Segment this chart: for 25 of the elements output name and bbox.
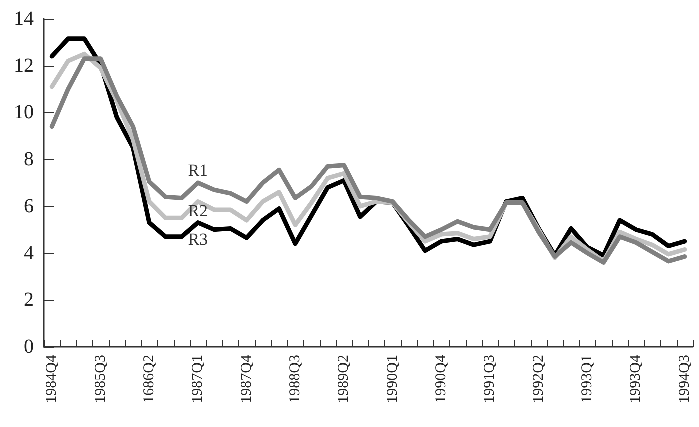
y-tick-label: 8 xyxy=(24,148,34,171)
series-label: R2 xyxy=(188,202,208,221)
x-tick-label: 1992Q2 xyxy=(530,355,547,404)
y-tick-label: 2 xyxy=(24,289,34,312)
x-tick-label: 1990Q1 xyxy=(384,355,401,404)
x-tick-label: 1989Q2 xyxy=(336,355,352,404)
x-tick-label: 1993Q4 xyxy=(628,354,644,404)
x-tick-label: 1686Q2 xyxy=(141,355,158,404)
series-label: R1 xyxy=(188,161,208,180)
x-tick-label: 1991Q3 xyxy=(482,355,498,404)
y-tick-label: 4 xyxy=(24,242,34,264)
y-tick-label: 12 xyxy=(14,54,34,77)
x-tick-label: 1985Q3 xyxy=(92,355,109,404)
x-tick-label: 1994Q3 xyxy=(676,355,693,404)
y-tick-label: 6 xyxy=(24,195,34,218)
y-tick-label: 0 xyxy=(24,336,34,358)
x-tick-label: 1987Q4 xyxy=(238,354,255,404)
x-tick-label: 1984Q4 xyxy=(44,354,60,404)
x-tick-label: 1993Q1 xyxy=(580,355,596,404)
series-label: R3 xyxy=(188,230,208,249)
y-tick-label: 14 xyxy=(14,8,34,30)
y-tick-label: 10 xyxy=(14,102,34,124)
x-tick-label: 1990Q4 xyxy=(434,354,450,404)
x-tick-label: 1987Q1 xyxy=(190,355,206,404)
x-tick-label: 1988Q3 xyxy=(287,355,304,404)
